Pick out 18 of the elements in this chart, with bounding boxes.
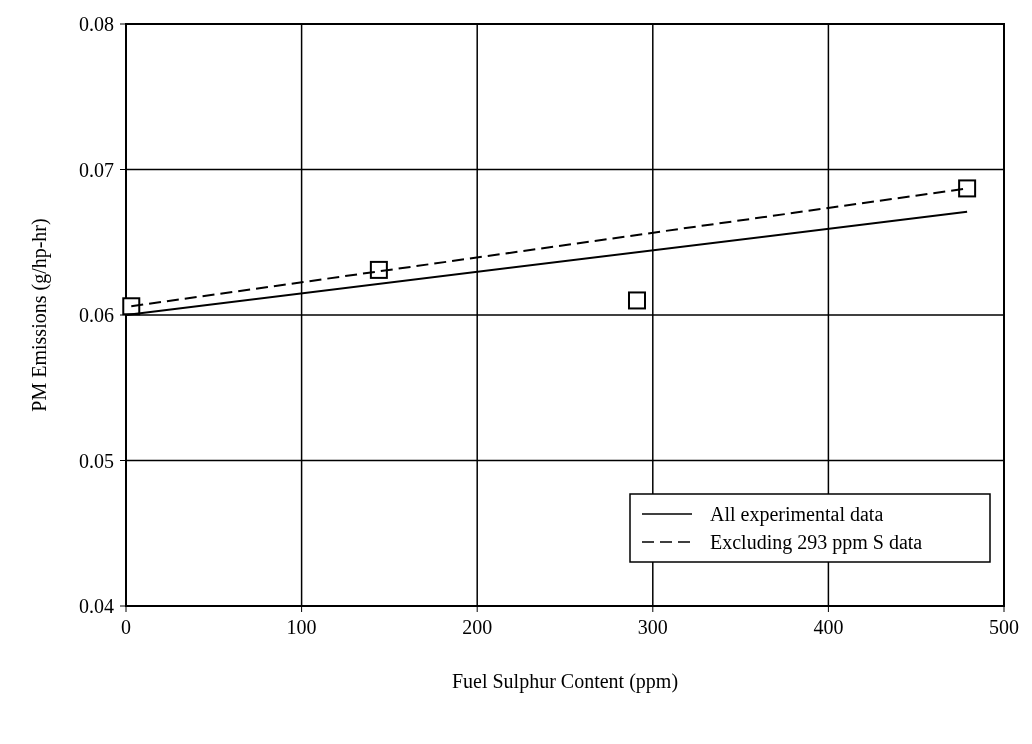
x-tick-label: 100: [286, 616, 317, 638]
y-tick-label: 0.08: [79, 13, 114, 35]
x-tick-label: 200: [462, 616, 493, 638]
x-tick-label: 400: [813, 616, 844, 638]
y-tick-label: 0.05: [79, 449, 114, 472]
point: [369, 260, 388, 279]
point: [628, 291, 646, 310]
x-tick-label: 500: [989, 616, 1019, 638]
legend-label: Excluding 293 ppm S data: [710, 531, 923, 554]
y-axis-title: PM Emissions (g/hp-hr): [28, 218, 51, 412]
x-tick-label: 300: [637, 616, 668, 638]
x-axis-title: Fuel Sulphur Content (ppm): [451, 670, 679, 693]
y-tick-label: 0.04: [79, 595, 114, 617]
point: [958, 179, 977, 198]
y-tick-label: 0.06: [79, 304, 114, 326]
legend-label: All experimental data: [710, 503, 884, 526]
y-tick-label: 0.07: [79, 158, 114, 181]
x-tick-label: 0: [121, 616, 131, 638]
